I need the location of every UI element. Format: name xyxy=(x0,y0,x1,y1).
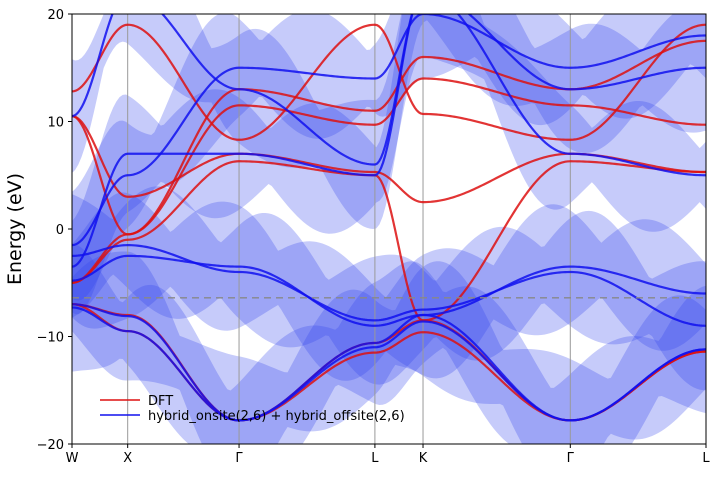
x-tick-label: X xyxy=(123,451,132,466)
uncertainty-band xyxy=(72,14,706,315)
x-tick-label: Γ xyxy=(235,451,243,466)
x-tick-label: L xyxy=(702,451,710,466)
x-tick-label: W xyxy=(66,451,79,466)
y-axis-label: Energy (eV) xyxy=(4,173,26,285)
dft-band-line xyxy=(72,160,706,322)
y-tick-label: −20 xyxy=(37,438,64,453)
uncertainty-band xyxy=(72,243,706,444)
x-tick-label: Γ xyxy=(567,451,575,466)
dft-band-line xyxy=(72,77,706,236)
y-tick-label: 20 xyxy=(47,8,64,23)
model-band-line xyxy=(72,14,706,247)
model-band-line xyxy=(72,254,706,327)
y-axis-ticks: −20 −10 0 10 20 xyxy=(37,8,72,453)
band-lines xyxy=(72,14,706,422)
uncertainty-band xyxy=(72,192,706,381)
uncertainty-band xyxy=(72,14,706,229)
uncertainty-band xyxy=(72,14,706,301)
x-tick-label: L xyxy=(371,451,379,466)
x-tick-label: K xyxy=(419,451,428,466)
model-band-line xyxy=(72,14,706,166)
legend-label: hybrid_onsite(2,6) + hybrid_offsite(2,6) xyxy=(148,409,405,424)
legend-label: DFT xyxy=(148,394,173,409)
model-band-line xyxy=(72,306,706,422)
model-band-line xyxy=(72,244,706,327)
y-tick-label: −10 xyxy=(37,331,64,346)
model-band-line xyxy=(72,14,706,268)
uncertainty-band xyxy=(72,186,706,391)
y-tick-label: 10 xyxy=(47,116,64,131)
dft-band-line xyxy=(72,39,706,284)
y-tick-label: 0 xyxy=(56,223,64,238)
dft-band-line xyxy=(72,23,706,141)
